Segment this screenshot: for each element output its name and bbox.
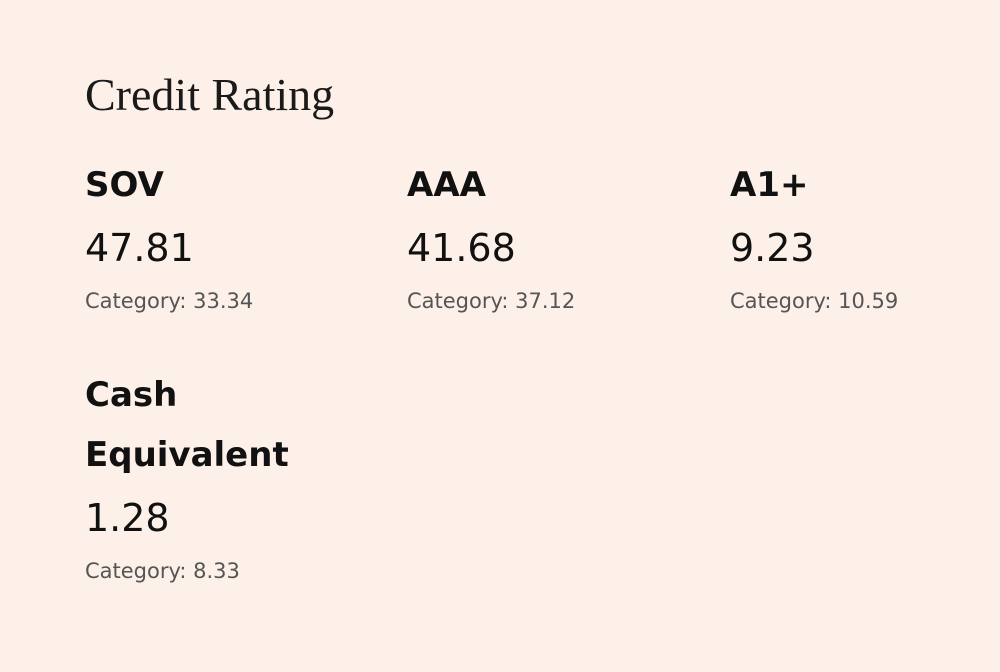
rating-item: AAA 41.68 Category: 37.12 (407, 155, 730, 316)
section-title: Credit Rating (85, 69, 335, 120)
category-value: Category: 8.33 (85, 559, 240, 583)
rating-item: Cash Equivalent 1.28 Category: 8.33 (85, 365, 407, 586)
rating-name: AAA (407, 165, 486, 205)
rating-item: A1+ 9.23 Category: 10.59 (730, 155, 990, 316)
rating-grid: SOV 47.81 Category: 33.34 AAA 41.68 Category:… (85, 155, 990, 586)
rating-value: 47.81 (85, 226, 194, 270)
rating-name: A1+ (730, 165, 809, 205)
rating-value: 41.68 (407, 226, 516, 270)
rating-value: 1.28 (85, 496, 170, 540)
rating-item: SOV 47.81 Category: 33.34 (85, 155, 407, 316)
rating-name: SOV (85, 165, 164, 205)
category-value: Category: 10.59 (730, 289, 899, 313)
category-value: Category: 33.34 (85, 289, 254, 313)
rating-value: 9.23 (730, 226, 815, 270)
rating-name: Cash Equivalent (85, 375, 289, 475)
category-value: Category: 37.12 (407, 289, 576, 313)
